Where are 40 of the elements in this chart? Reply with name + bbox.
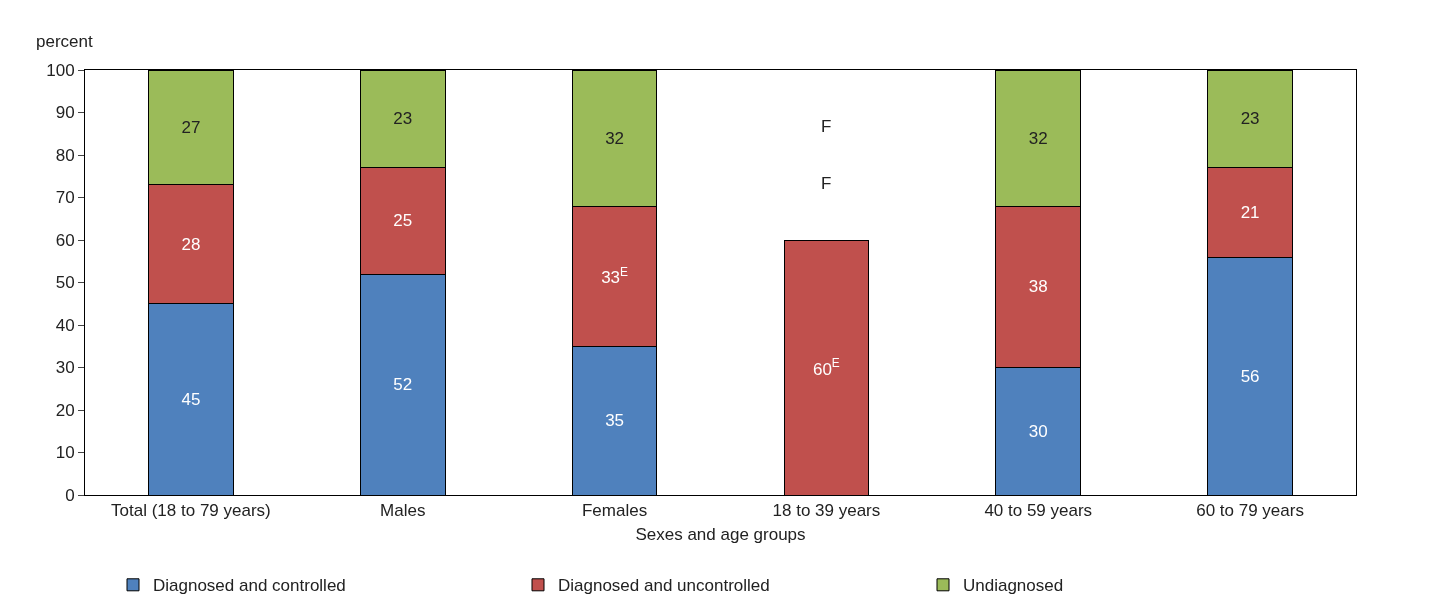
data-label: 52: [393, 375, 413, 394]
y-tick-label: 70: [55, 188, 75, 208]
data-label: 45: [181, 389, 201, 409]
legend-label: Diagnosed and controlled: [153, 576, 346, 596]
x-tick-label: Males: [380, 501, 426, 521]
y-tick-label: 10: [55, 443, 75, 463]
legend-label: Undiagnosed: [963, 576, 1064, 596]
y-tick-label: 90: [55, 103, 75, 123]
data-label: 23: [393, 109, 413, 129]
y-tick-label: 60: [55, 230, 75, 250]
y-axis-title: percent: [36, 32, 93, 51]
data-label: 56: [1240, 366, 1260, 386]
data-label: 35: [605, 411, 625, 431]
y-tick-label: 30: [55, 358, 75, 378]
data-label: 23: [1240, 109, 1260, 129]
data-label: 32: [1028, 128, 1048, 148]
data-label: 60$^{E}$: [812, 356, 840, 379]
data-label: 21: [1240, 202, 1260, 222]
x-tick-label: Females: [581, 501, 648, 521]
x-tick-label: Total (18 to 79 years): [111, 501, 271, 521]
data-label: 38: [1028, 277, 1048, 297]
y-tick-label: 100: [46, 60, 75, 80]
text: F: [821, 174, 832, 193]
data-label: 27: [181, 117, 201, 137]
text: F: [821, 117, 832, 136]
y-tick-label: 40: [55, 315, 75, 335]
x-tick-label: 18 to 39 years: [772, 501, 881, 521]
x-axis-title: Sexes and age groups: [635, 524, 806, 544]
y-tick-label: 20: [55, 400, 75, 420]
data-label: 33$^{E}$: [601, 265, 629, 288]
x-tick-label: 60 to 79 years: [1196, 501, 1304, 521]
data-label: 30: [1028, 421, 1048, 441]
y-tick-label: 80: [55, 145, 75, 165]
data-label: 28: [181, 234, 201, 254]
data-label: 32: [605, 128, 625, 148]
y-tick-label: 0: [65, 485, 75, 505]
data-label: 25: [393, 211, 413, 231]
legend-label: Diagnosed and uncontrolled: [558, 576, 770, 596]
x-tick-label: 40 to 59 years: [984, 501, 1093, 521]
y-tick-label: 50: [55, 273, 75, 293]
